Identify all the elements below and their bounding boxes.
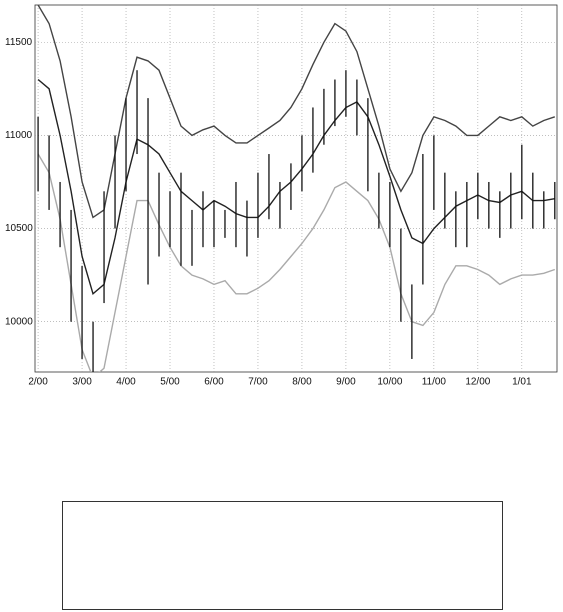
y-tick-label: 10000 bbox=[5, 316, 33, 327]
y-tick-label: 11500 bbox=[5, 37, 33, 48]
x-tick-label: 1/01 bbox=[512, 377, 532, 388]
x-tick-label: 6/00 bbox=[204, 377, 224, 388]
band-line bbox=[37, 78, 555, 296]
x-tick-label: 3/00 bbox=[72, 377, 92, 388]
x-tick-label: 5/00 bbox=[160, 377, 180, 388]
band-line bbox=[37, 153, 556, 372]
plot-frame bbox=[34, 4, 558, 373]
y-tick-label: 10500 bbox=[5, 223, 33, 234]
x-tick-label: 8/00 bbox=[292, 377, 312, 388]
x-tick-label: 7/00 bbox=[248, 377, 268, 388]
y-tick-label: 11000 bbox=[5, 130, 33, 141]
plot-area bbox=[35, 5, 557, 372]
x-tick-label: 4/00 bbox=[116, 377, 136, 388]
x-tick-label: 10/00 bbox=[377, 377, 402, 388]
x-tick-label: 2/00 bbox=[28, 377, 48, 388]
band-line bbox=[37, 5, 556, 219]
x-tick-label: 12/00 bbox=[465, 377, 490, 388]
x-tick-label: 9/00 bbox=[336, 377, 356, 388]
x-tick-label: 11/00 bbox=[422, 377, 447, 388]
empty-box bbox=[62, 501, 503, 610]
